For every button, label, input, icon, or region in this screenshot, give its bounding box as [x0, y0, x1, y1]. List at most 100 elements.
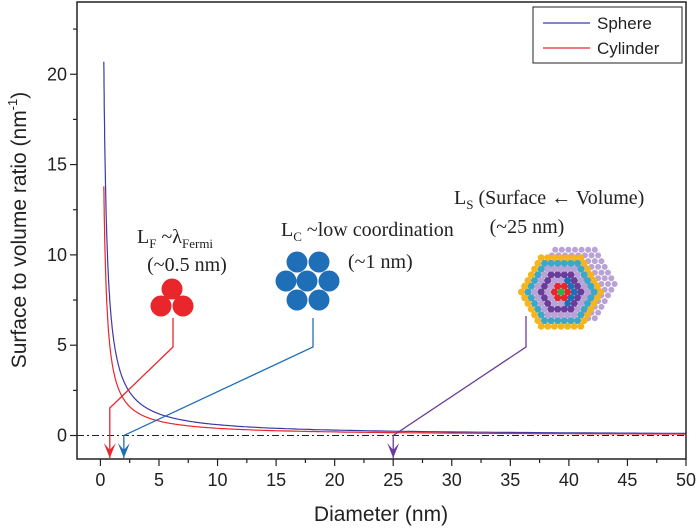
atom-layer-3: [541, 282, 548, 290]
particle-illustrations: [103, 246, 618, 458]
annotation-coordination: LC ~low coordination (~1 nm): [281, 219, 454, 273]
atom-layer-6: [550, 254, 558, 262]
legend-label-cylinder: Cylinder: [597, 39, 660, 58]
atom-layer-5: [547, 317, 555, 325]
atom-layer-2: [550, 299, 558, 307]
x-tick-label: 35: [500, 470, 520, 490]
atom-back-layer: [591, 246, 598, 253]
atom-back-layer: [605, 292, 611, 299]
atom-layer-4: [557, 311, 565, 319]
arrow-head-icon: [117, 443, 130, 458]
y-tick-label: 15: [47, 155, 67, 175]
atom-layer-3: [574, 294, 581, 302]
atom-back-layer: [558, 246, 565, 253]
x-axis-label: Diameter (nm): [314, 503, 448, 526]
atom-layer-3: [541, 294, 548, 302]
y-tick-label: 0: [57, 426, 67, 446]
atom-layer-5: [527, 282, 535, 290]
atom-red: [150, 295, 172, 317]
atom-layer-4: [544, 311, 552, 319]
atom-layer-5: [567, 317, 575, 325]
atom-layer-3: [544, 277, 552, 285]
atom-layer-4: [577, 277, 585, 285]
atom-layer-0: [557, 288, 565, 296]
atom-back-layer: [595, 309, 602, 316]
atom-layer-4: [577, 299, 585, 307]
atom-layer-3: [544, 299, 552, 307]
atom-layer-5: [554, 259, 562, 267]
atom-layer-6: [577, 254, 585, 262]
atom-layer-5: [531, 277, 539, 285]
atom-layer-5: [574, 317, 581, 325]
atom-back-layer: [588, 252, 595, 259]
atom-back-layer: [605, 269, 611, 276]
atom-layer-6: [531, 311, 539, 319]
atom-layer-4: [534, 282, 542, 290]
atom-layer-4: [537, 277, 545, 285]
atom-layer-6: [524, 277, 532, 285]
x-tick-label: 10: [208, 470, 228, 490]
atom-layer-5: [560, 317, 568, 325]
y-tick-label: 20: [47, 64, 67, 84]
atom-layer-3: [547, 271, 555, 279]
atom-layer-5: [577, 265, 585, 273]
atom-layer-6: [570, 322, 578, 330]
atom-back-layer: [595, 263, 602, 270]
atom-layer-3: [577, 288, 585, 296]
y-tick-label: 5: [57, 335, 67, 355]
atom-layer-5: [541, 317, 548, 325]
series-line-sphere: [103, 61, 687, 434]
atom-layer-6: [593, 294, 601, 302]
atom-layer-1: [560, 282, 568, 290]
atom-layer-4: [570, 311, 578, 319]
atom-back-layer: [598, 303, 605, 310]
callout-line: [123, 318, 314, 458]
atom-back-layer: [608, 286, 615, 293]
atom-layer-5: [537, 311, 545, 319]
atom-layer-5: [541, 259, 548, 267]
atom-layer-6: [583, 311, 591, 319]
atom-layer-6: [534, 317, 542, 325]
atom-layer-3: [570, 277, 578, 285]
atom-layer-6: [557, 254, 565, 262]
legend: Sphere Cylinder: [532, 6, 683, 64]
atom-layer-2: [557, 299, 565, 307]
atom-back-layer: [601, 298, 608, 305]
atom-layer-5: [547, 259, 555, 267]
callout-line: [392, 316, 527, 458]
atom-layer-2: [547, 282, 555, 290]
atom-layer-6: [521, 294, 529, 302]
annotation-fermi-size: (~0.5 nm): [147, 254, 227, 276]
atom-layer-4: [583, 288, 591, 296]
atom-back-layer: [598, 269, 605, 276]
callout-line: [109, 318, 174, 458]
atom-layer-6: [557, 322, 565, 330]
atom-layer-3: [574, 282, 581, 290]
atom-layer-6: [537, 254, 545, 262]
atom-back-layer: [578, 246, 585, 253]
atom-layer-2: [547, 294, 555, 302]
atom-layer-5: [587, 282, 595, 290]
atom-layer-5: [534, 271, 542, 279]
atom-layer-6: [597, 288, 605, 296]
annotation-fermi: LF ~λFermi (~0.5 nm): [137, 226, 227, 276]
x-tick-label: 45: [617, 470, 637, 490]
atom-back-layer: [585, 246, 592, 253]
atom-blue: [286, 289, 308, 311]
atom-layer-2: [567, 294, 575, 302]
atom-blue: [296, 270, 318, 292]
atom-back-layer: [572, 246, 578, 253]
atom-back-layer: [598, 258, 605, 265]
atom-layer-3: [547, 305, 555, 313]
annotation-fermi-title: LF ~λFermi: [137, 226, 213, 251]
atom-layer-6: [564, 322, 572, 330]
annotation-surface: LS (Surface ← Volume) (~25 nm): [454, 187, 644, 238]
x-tick-label: 20: [325, 470, 345, 490]
atom-back-layer: [601, 275, 608, 282]
atom-layer-3: [570, 299, 578, 307]
atom-layer-5: [590, 288, 598, 296]
annotation-coordination-title: LC ~low coordination: [281, 219, 454, 244]
annotation-surface-size: (~25 nm): [490, 216, 565, 238]
atom-layer-3: [567, 271, 575, 279]
